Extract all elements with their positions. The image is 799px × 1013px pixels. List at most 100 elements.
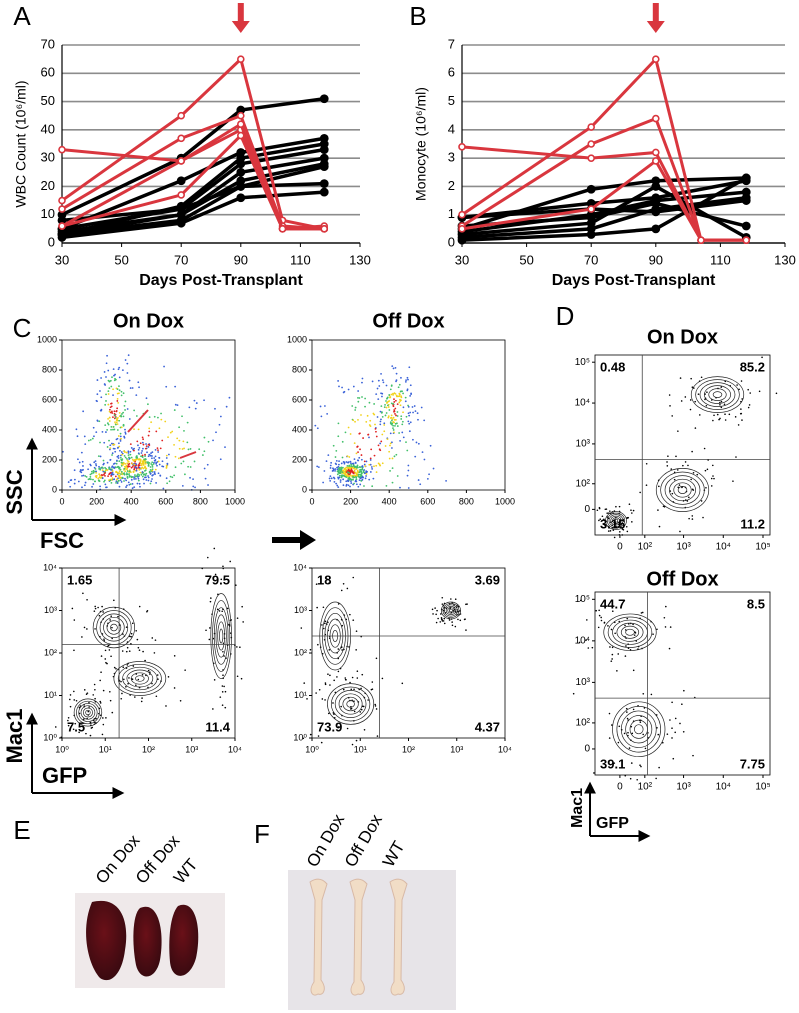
event-dot bbox=[150, 463, 153, 465]
event-dot bbox=[604, 508, 607, 511]
event-dot bbox=[690, 377, 692, 380]
event-dot bbox=[184, 669, 186, 671]
event-dot bbox=[130, 456, 133, 459]
event-dot bbox=[409, 411, 412, 414]
event-dot bbox=[306, 698, 308, 700]
event-dot bbox=[381, 379, 384, 382]
event-dot bbox=[156, 674, 159, 676]
event-dot bbox=[609, 530, 612, 532]
sample-label: WT bbox=[170, 855, 202, 887]
event-dot bbox=[97, 606, 99, 609]
event-dot bbox=[161, 465, 164, 468]
event-dot bbox=[314, 424, 317, 427]
event-dot bbox=[347, 461, 349, 464]
event-dot bbox=[585, 639, 587, 642]
event-dot bbox=[357, 400, 360, 403]
event-dot bbox=[133, 478, 136, 480]
event-dot bbox=[143, 482, 145, 485]
event-dot bbox=[126, 473, 129, 476]
contour bbox=[110, 623, 118, 632]
event-dot bbox=[127, 450, 130, 453]
event-dot bbox=[363, 463, 366, 466]
x-axis-label: Days Post-Transplant bbox=[552, 272, 716, 289]
event-dot bbox=[89, 476, 92, 478]
event-dot bbox=[363, 728, 366, 731]
event-dot bbox=[118, 389, 121, 392]
event-dot bbox=[82, 410, 85, 413]
event-dot bbox=[346, 587, 349, 590]
x-tick-label: 600 bbox=[158, 496, 173, 506]
event-dot bbox=[106, 422, 109, 425]
event-dot bbox=[332, 468, 335, 471]
event-dot bbox=[153, 459, 156, 462]
event-dot bbox=[135, 455, 138, 458]
event-dot bbox=[128, 379, 131, 382]
event-dot bbox=[395, 453, 398, 456]
event-dot bbox=[104, 483, 107, 486]
event-dot bbox=[639, 764, 641, 766]
event-dot bbox=[407, 378, 409, 381]
event-dot bbox=[328, 649, 331, 651]
event-dot bbox=[415, 441, 418, 444]
event-dot bbox=[112, 388, 114, 391]
event-dot bbox=[110, 473, 113, 475]
event-dot bbox=[151, 469, 154, 472]
event-dot bbox=[383, 422, 386, 425]
event-dot bbox=[90, 478, 92, 481]
event-dot bbox=[135, 478, 137, 480]
event-dot bbox=[386, 401, 388, 404]
event-dot bbox=[349, 460, 352, 463]
event-dot bbox=[719, 417, 721, 420]
event-dot bbox=[115, 410, 118, 412]
event-dot bbox=[116, 447, 119, 449]
event-dot bbox=[148, 444, 151, 447]
event-dot bbox=[611, 658, 613, 660]
event-dot bbox=[135, 463, 138, 466]
event-dot bbox=[396, 475, 399, 477]
event-dot bbox=[148, 462, 151, 464]
event-dot bbox=[368, 401, 371, 404]
event-dot bbox=[131, 387, 134, 389]
event-dot bbox=[600, 616, 602, 619]
event-dot bbox=[132, 665, 135, 667]
event-dot bbox=[376, 387, 379, 390]
event-dot bbox=[691, 386, 694, 389]
event-dot bbox=[117, 457, 120, 459]
event-dot bbox=[355, 739, 358, 742]
event-dot bbox=[399, 440, 401, 442]
event-dot bbox=[163, 365, 165, 368]
event-dot bbox=[347, 466, 349, 469]
event-dot bbox=[147, 686, 149, 689]
event-dot bbox=[369, 457, 372, 460]
event-dot bbox=[124, 477, 126, 480]
quadrant-value: 85.2 bbox=[740, 359, 765, 374]
y-tick-label: 50 bbox=[41, 93, 55, 108]
event-dot bbox=[108, 387, 111, 390]
event-dot bbox=[108, 649, 111, 651]
event-dot bbox=[391, 441, 393, 444]
axis-label: Mac1 bbox=[569, 788, 586, 828]
event-dot bbox=[120, 473, 122, 476]
event-dot bbox=[398, 383, 401, 386]
event-dot bbox=[236, 675, 239, 678]
event-dot bbox=[109, 479, 112, 482]
event-dot bbox=[366, 414, 369, 417]
event-dot bbox=[106, 354, 108, 357]
spleen bbox=[86, 900, 127, 981]
contour bbox=[445, 605, 457, 616]
event-dot bbox=[369, 459, 372, 461]
event-dot bbox=[137, 448, 140, 451]
event-dot bbox=[402, 411, 404, 414]
event-dot bbox=[445, 479, 447, 482]
event-dot bbox=[363, 469, 366, 471]
event-dot bbox=[141, 441, 144, 444]
event-dot bbox=[80, 451, 83, 454]
event-dot bbox=[678, 484, 681, 486]
x-tick-label: 0 bbox=[309, 496, 314, 506]
event-dot bbox=[337, 726, 340, 728]
event-dot bbox=[679, 377, 682, 379]
event-dot bbox=[578, 641, 581, 644]
event-dot bbox=[598, 609, 600, 612]
event-dot bbox=[345, 461, 348, 463]
event-dot bbox=[363, 460, 366, 463]
